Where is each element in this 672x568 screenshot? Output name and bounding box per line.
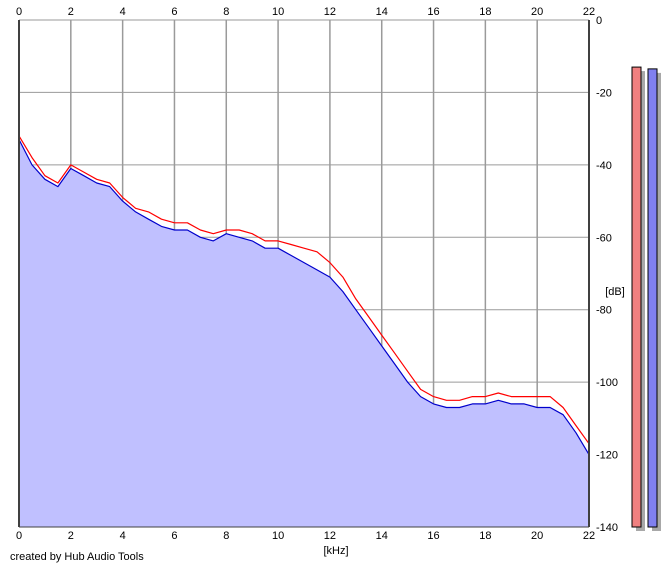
y-tick-label: -100 (596, 377, 618, 389)
x-tick-label: 10 (272, 530, 284, 542)
level-meters (631, 66, 661, 531)
left-level-meter (631, 66, 642, 528)
y-axis-title: [dB] (605, 286, 625, 298)
x-tick-label: 0 (16, 530, 22, 542)
x-tick-label: 6 (171, 530, 177, 542)
x-tick-label: 6 (171, 6, 177, 18)
x-tick-label: 16 (427, 530, 439, 542)
x-tick-label: 20 (531, 530, 543, 542)
x-tick-label: 20 (531, 6, 543, 18)
right-level-meter (647, 68, 658, 528)
x-tick-label: 0 (16, 6, 22, 18)
y-tick-labels: 0 -20 -40 -60 -80 -100 -120 -140 (596, 15, 618, 534)
y-tick-label: 0 (596, 15, 602, 27)
y-tick-label: -80 (596, 305, 612, 317)
x-tick-label: 12 (324, 530, 336, 542)
x-tick-labels-bottom: 0 2 4 6 8 10 12 14 16 18 20 22 (16, 530, 595, 542)
x-tick-label: 14 (376, 6, 388, 18)
spectrum-fill-area (19, 139, 589, 527)
x-tick-label: 8 (223, 530, 229, 542)
y-tick-label: -140 (596, 522, 618, 534)
x-tick-label: 16 (427, 6, 439, 18)
spectrum-series (18, 135, 590, 455)
x-tick-label: 8 (223, 6, 229, 18)
x-tick-label: 18 (479, 6, 491, 18)
x-tick-labels-top: 0 2 4 6 8 10 12 14 16 18 20 22 (16, 6, 595, 18)
x-tick-label: 22 (583, 530, 595, 542)
x-tick-label: 18 (479, 530, 491, 542)
y-tick-label: -40 (596, 160, 612, 172)
x-tick-label: 14 (376, 530, 388, 542)
right-channel-line (18, 139, 590, 455)
spectrum-fill (19, 139, 589, 527)
x-tick-label: 10 (272, 6, 284, 18)
x-tick-label: 2 (68, 530, 74, 542)
x-tick-label: 4 (120, 530, 126, 542)
y-tick-label: -20 (596, 87, 612, 99)
x-tick-label: 22 (583, 6, 595, 18)
x-axis-title: [kHz] (323, 545, 348, 557)
y-tick-label: -60 (596, 232, 612, 244)
plot-frame (18, 20, 590, 528)
x-tick-label: 4 (120, 6, 126, 18)
left-channel-line (18, 135, 590, 445)
x-tick-label: 2 (68, 6, 74, 18)
credit-text: created by Hub Audio Tools (10, 551, 144, 563)
y-tick-label: -120 (596, 450, 618, 462)
x-tick-label: 12 (324, 6, 336, 18)
